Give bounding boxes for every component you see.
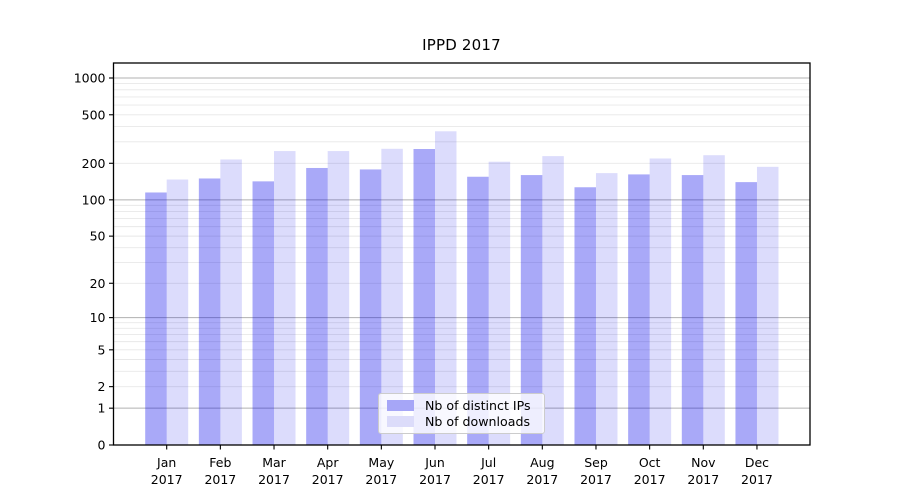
bar-distinct-ips-nov (681, 175, 704, 446)
plot-border (112, 62, 811, 446)
bar-downloads-jan (166, 179, 189, 445)
x-tick-label-year: 2017 (312, 472, 344, 487)
bar-downloads-may (381, 148, 403, 445)
bar-downloads-apr (327, 151, 350, 445)
x-tick-label-month: Mar (262, 455, 286, 470)
x-tick-label-year: 2017 (741, 472, 773, 487)
bar-downloads-nov (703, 155, 725, 445)
y-tick-label: 5 (98, 342, 106, 357)
bar-downloads-aug (542, 156, 564, 445)
bar-distinct-ips-apr (306, 167, 328, 446)
legend: Nb of distinct IPs Nb of downloads (378, 393, 545, 434)
bar-downloads-feb (220, 159, 242, 445)
bar-downloads-mar (274, 151, 296, 445)
y-tick-label: 100 (82, 192, 106, 207)
bar-distinct-ips-jan (145, 192, 167, 445)
bar-distinct-ips-sep (574, 187, 596, 445)
bar-distinct-ips-jul (467, 176, 489, 445)
y-tick-label: 1 (98, 401, 106, 416)
legend-label-distinct-ips: Nb of distinct IPs (425, 398, 531, 413)
x-tick-label-year: 2017 (365, 472, 397, 487)
bar-distinct-ips-dec (735, 182, 757, 446)
bar-distinct-ips-mar (252, 181, 275, 445)
bars (145, 131, 779, 446)
bar-distinct-ips-may (359, 169, 382, 445)
x-tick-label-year: 2017 (204, 472, 236, 487)
chart-title: IPPD 2017 (422, 36, 501, 54)
x-tick-label-month: Dec (745, 455, 769, 470)
minor-gridlines (113, 83, 810, 388)
bar-distinct-ips-feb (198, 178, 221, 445)
x-tick-label-month: Aug (530, 455, 554, 470)
x-tick-label-year: 2017 (258, 472, 290, 487)
x-axis: Jan 2017 Feb 2017 Mar 2017 Apr 2017 May 2017 Jun 20… (151, 445, 773, 487)
x-tick-label-year: 2017 (634, 472, 666, 487)
x-tick-label-year: 2017 (473, 472, 505, 487)
bar-downloads-jul (488, 161, 511, 445)
x-tick-label-month: Jul (480, 455, 496, 470)
x-tick-label-month: Sep (584, 455, 608, 470)
legend-label-downloads: Nb of downloads (425, 414, 531, 429)
x-tick-label-year: 2017 (687, 472, 719, 487)
y-tick-label: 1000 (74, 71, 106, 86)
x-tick-label-month: May (368, 455, 394, 470)
bar-distinct-ips-jun (413, 149, 435, 445)
x-tick-label-month: Apr (317, 455, 339, 470)
x-tick-label-year: 2017 (151, 472, 183, 487)
x-tick-label-month: Feb (209, 455, 231, 470)
x-tick-label-month: Oct (639, 455, 661, 470)
bar-downloads-sep (595, 173, 618, 446)
legend-item-downloads: Nb of downloads (387, 414, 536, 429)
bar-downloads-oct (649, 158, 672, 445)
legend-swatch-distinct-ips (387, 400, 414, 411)
y-axis: 0 1 2 5 10 20 50 100 200 500 1000 (74, 71, 114, 453)
y-tick-label: 10 (90, 310, 106, 325)
x-tick-label-year: 2017 (419, 472, 451, 487)
y-tick-label: 200 (82, 156, 106, 171)
x-tick-label-month: Jun (424, 455, 445, 470)
y-tick-label: 50 (90, 229, 106, 244)
x-tick-label-year: 2017 (526, 472, 558, 487)
x-tick-label-month: Nov (691, 455, 716, 470)
y-tick-label: 2 (98, 379, 106, 394)
legend-item-distinct-ips: Nb of distinct IPs (387, 398, 536, 413)
bar-distinct-ips-aug (520, 175, 543, 446)
y-tick-label: 20 (90, 276, 106, 291)
legend-swatch-downloads (387, 416, 414, 427)
bar-downloads-dec (756, 166, 779, 445)
x-tick-label-year: 2017 (580, 472, 612, 487)
y-tick-label: 500 (82, 107, 106, 122)
bar-downloads-jun (435, 131, 457, 445)
y-tick-label: 0 (98, 438, 106, 453)
x-tick-label-month: Jan (156, 455, 176, 470)
bar-distinct-ips-oct (628, 174, 650, 446)
